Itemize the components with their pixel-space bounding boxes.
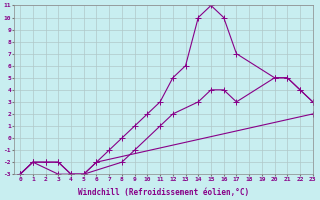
X-axis label: Windchill (Refroidissement éolien,°C): Windchill (Refroidissement éolien,°C) [78, 188, 249, 197]
